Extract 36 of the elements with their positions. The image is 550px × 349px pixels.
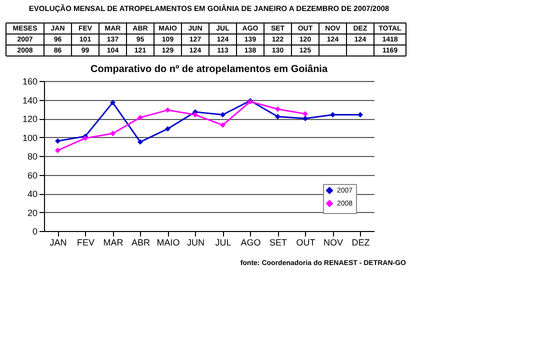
x-tick-label: DEZ — [352, 238, 370, 248]
chart-subtitle: Comparativo do nº de atropelamentos em Goiânia — [90, 64, 328, 75]
point — [330, 112, 336, 118]
point — [275, 106, 280, 112]
y-tick-label: 140 — [22, 95, 38, 106]
y-tick-label: 0 — [32, 226, 38, 236]
y-tick-label: 160 — [22, 76, 38, 86]
point — [165, 107, 170, 113]
x-tick-label: SET — [269, 238, 288, 248]
point — [358, 112, 363, 118]
x-tick-label: OUT — [296, 238, 316, 248]
y-tick-label: 80 — [27, 152, 38, 162]
y-tick-label: 20 — [27, 208, 38, 218]
point — [220, 112, 226, 118]
y-tick-label: 60 — [27, 170, 38, 180]
point — [138, 139, 143, 145]
x-tick-label: NOV — [323, 238, 344, 248]
x-tick-label: MAR — [103, 238, 124, 248]
y-tick-label: 120 — [22, 114, 38, 124]
x-tick-label: JAN — [50, 238, 67, 248]
point — [138, 114, 143, 120]
point — [55, 148, 60, 154]
point — [220, 122, 226, 128]
x-tick-label: JUL — [215, 238, 232, 248]
x-tick-label: MAIO — [156, 238, 180, 248]
point — [302, 111, 308, 117]
x-tick-label: ABR — [131, 238, 150, 248]
point — [165, 126, 170, 132]
point — [192, 112, 198, 118]
x-tick-label: AGO — [240, 238, 261, 248]
point — [275, 114, 280, 120]
x-tick-label: FEV — [76, 238, 95, 248]
x-tick-label: JUN — [187, 238, 204, 248]
point — [110, 100, 116, 106]
y-tick-label: 40 — [27, 189, 38, 199]
y-tick-label: 100 — [22, 132, 38, 143]
